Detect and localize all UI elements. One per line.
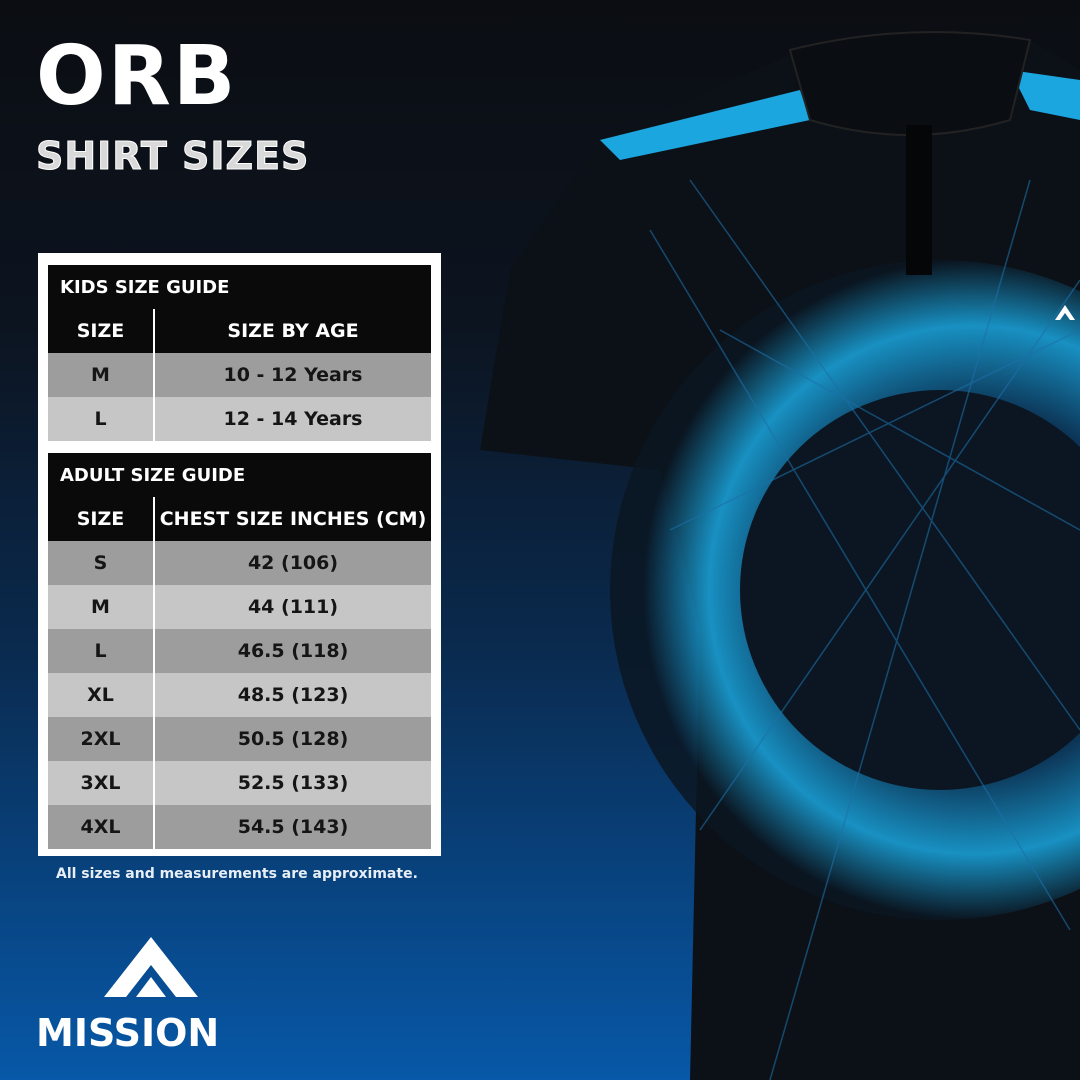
- column-header: SIZE: [48, 497, 154, 541]
- size-guide-panel: KIDS SIZE GUIDE SIZE SIZE BY AGE M 10 - 12…: [38, 253, 441, 856]
- chest-cell: 52.5 (133): [153, 761, 431, 805]
- table-row: S 42 (106): [48, 541, 431, 585]
- column-header: CHEST SIZE INCHES (CM): [153, 497, 431, 541]
- kids-guide-title: KIDS SIZE GUIDE: [48, 265, 431, 309]
- size-cell: 3XL: [48, 761, 154, 805]
- table-row: L 46.5 (118): [48, 629, 431, 673]
- table-row: 3XL 52.5 (133): [48, 761, 431, 805]
- column-header: SIZE: [48, 309, 154, 353]
- adult-size-table: ADULT SIZE GUIDE SIZE CHEST SIZE INCHES (…: [48, 453, 431, 849]
- table-row: M 10 - 12 Years: [48, 353, 431, 397]
- disclaimer-note: All sizes and measurements are approxima…: [56, 866, 418, 882]
- kids-size-table: KIDS SIZE GUIDE SIZE SIZE BY AGE M 10 - 12…: [48, 265, 431, 441]
- size-cell: 2XL: [48, 717, 154, 761]
- chest-cell: 44 (111): [153, 585, 431, 629]
- table-row: 2XL 50.5 (128): [48, 717, 431, 761]
- size-cell: L: [48, 629, 154, 673]
- size-cell: L: [48, 397, 154, 441]
- table-row: 4XL 54.5 (143): [48, 805, 431, 849]
- brand-name: MISSION: [36, 1011, 220, 1055]
- size-cell: 4XL: [48, 805, 154, 849]
- chest-cell: 54.5 (143): [153, 805, 431, 849]
- product-title: ORB: [36, 29, 238, 124]
- chest-cell: 50.5 (128): [153, 717, 431, 761]
- table-row: XL 48.5 (123): [48, 673, 431, 717]
- size-cell: M: [48, 585, 154, 629]
- chest-cell: 48.5 (123): [153, 673, 431, 717]
- size-cell: S: [48, 541, 154, 585]
- size-cell: XL: [48, 673, 154, 717]
- mission-logo-icon: [104, 937, 198, 997]
- column-header: SIZE BY AGE: [153, 309, 431, 353]
- age-cell: 10 - 12 Years: [153, 353, 431, 397]
- brand-logo: MISSION: [36, 935, 266, 1055]
- table-row: L 12 - 14 Years: [48, 397, 431, 441]
- table-row: M 44 (111): [48, 585, 431, 629]
- size-cell: M: [48, 353, 154, 397]
- product-subtitle: SHIRT SIZES: [35, 134, 310, 179]
- age-cell: 12 - 14 Years: [153, 397, 431, 441]
- adult-guide-title: ADULT SIZE GUIDE: [48, 453, 431, 497]
- chest-cell: 42 (106): [153, 541, 431, 585]
- chest-cell: 46.5 (118): [153, 629, 431, 673]
- shirt-image: [480, 31, 1080, 1080]
